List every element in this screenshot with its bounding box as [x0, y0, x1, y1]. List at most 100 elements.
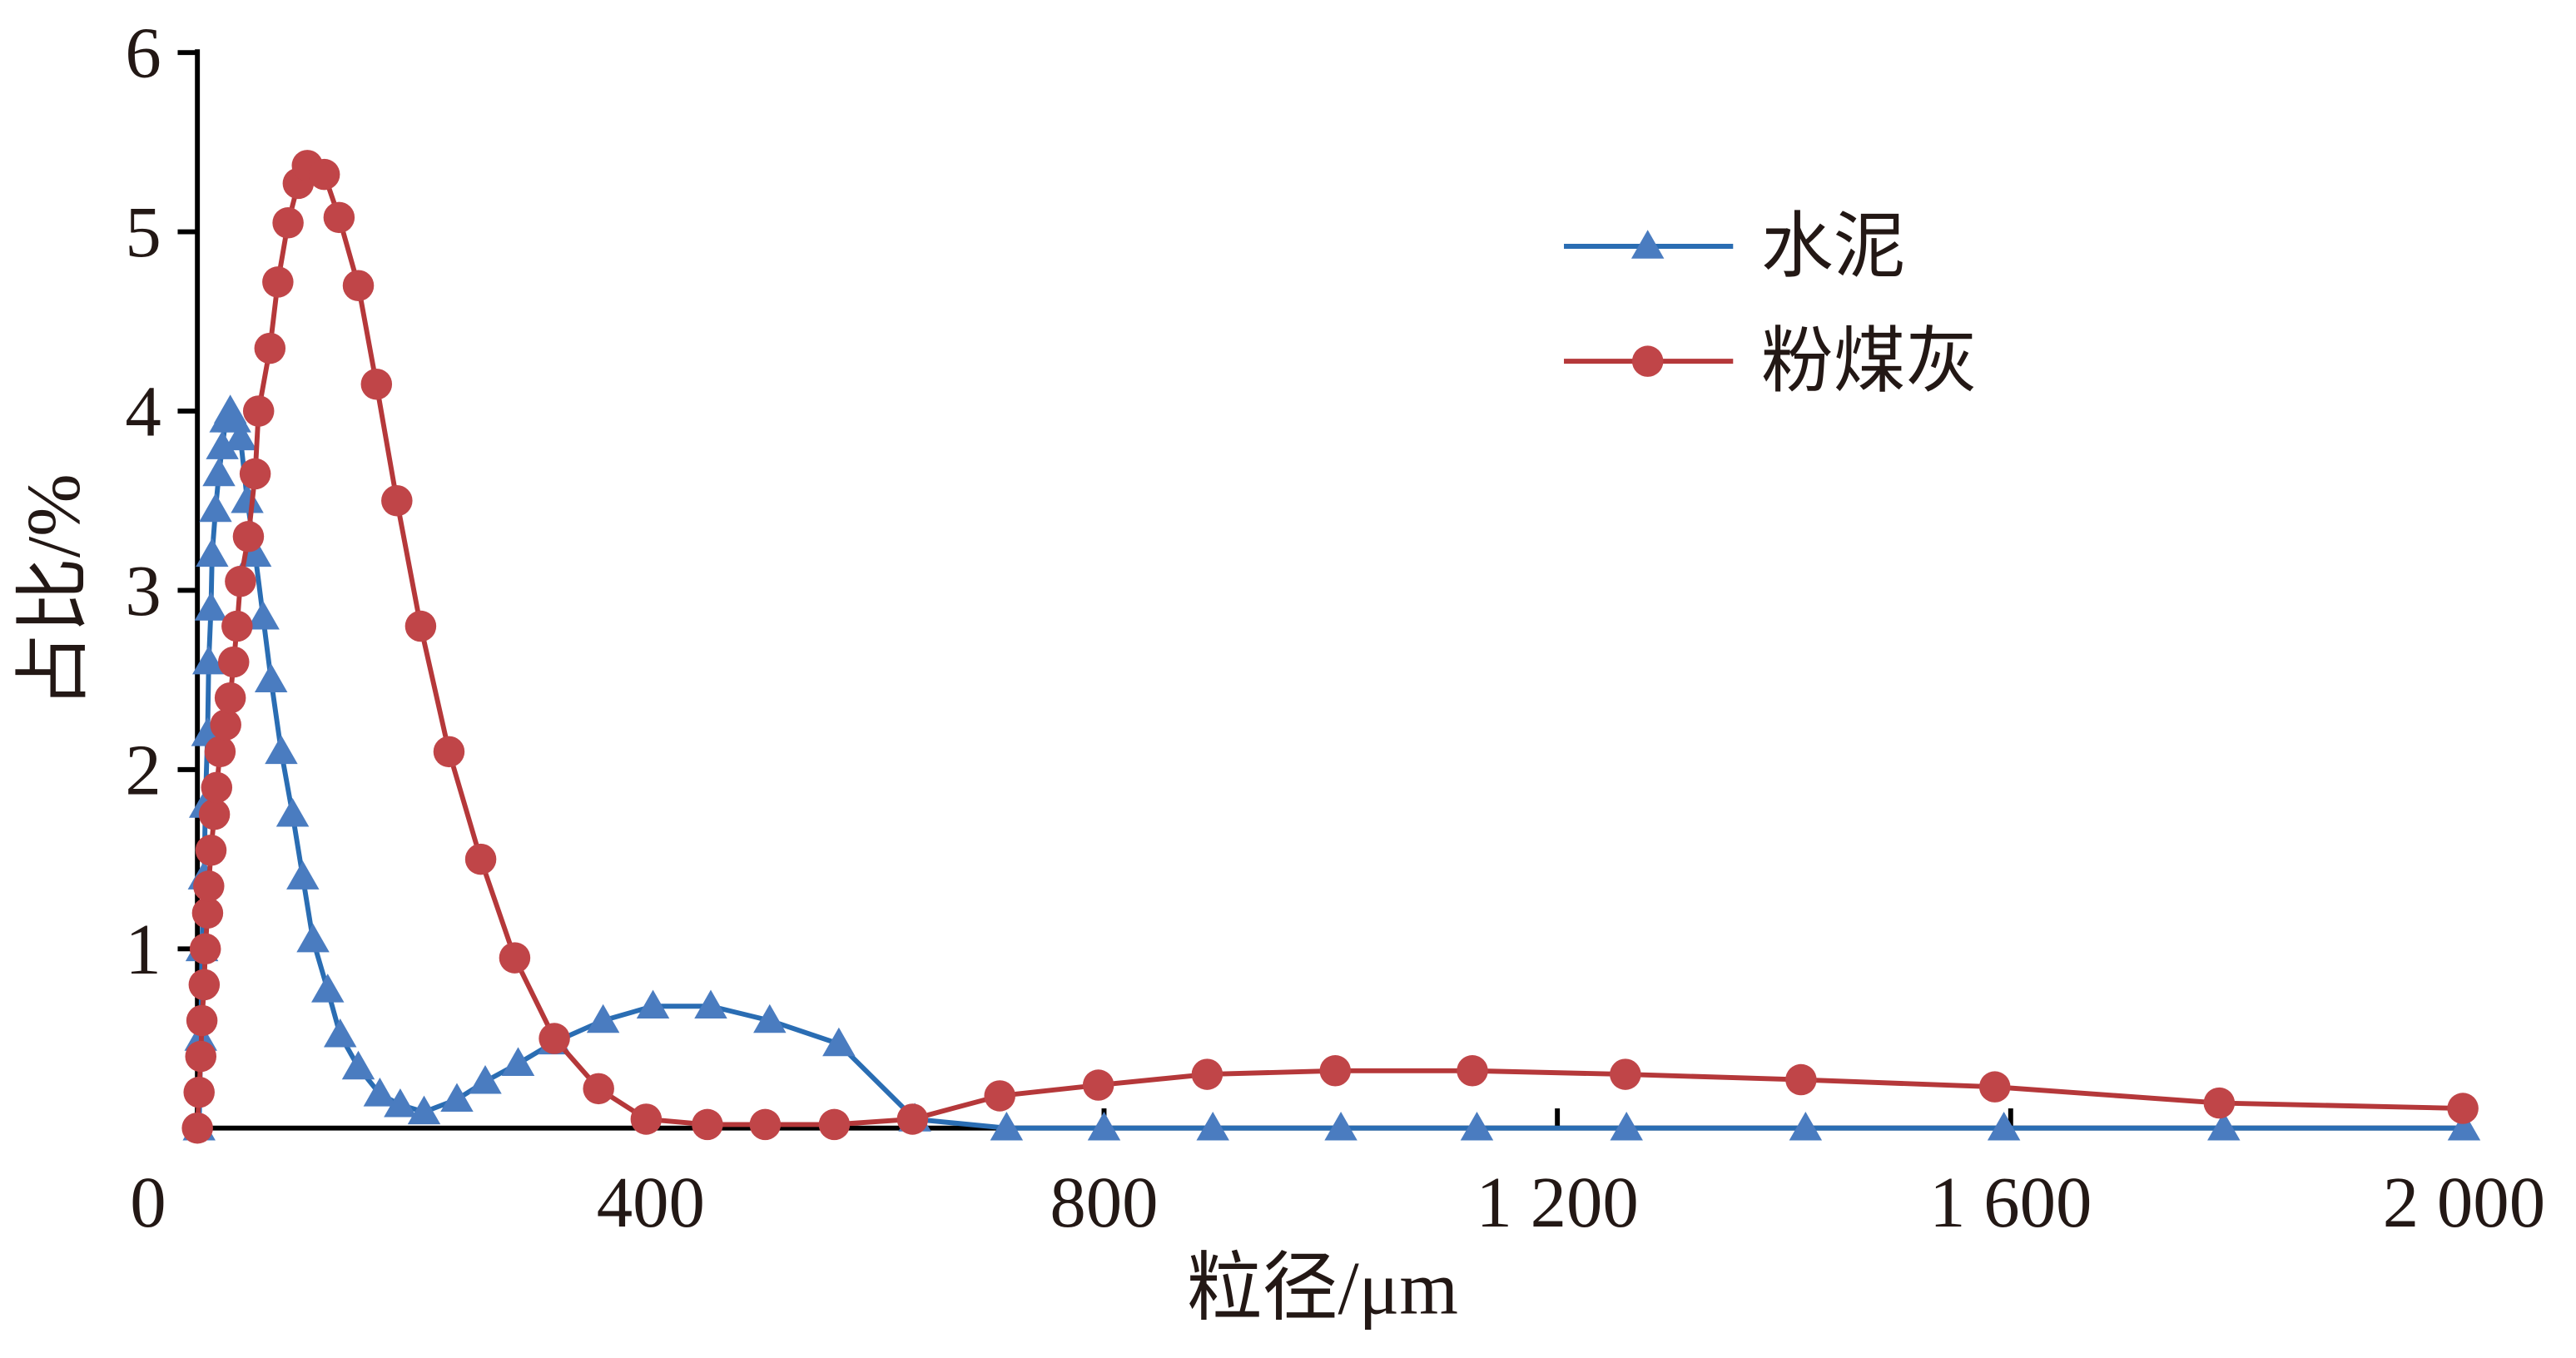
data-point: [272, 207, 304, 239]
data-point: [323, 1018, 357, 1048]
data-point: [232, 521, 265, 553]
data-point: [469, 1064, 502, 1094]
data-point: [539, 1023, 570, 1054]
data-point: [196, 538, 229, 567]
data-point: [1191, 1058, 1223, 1090]
data-point: [186, 1004, 218, 1037]
data-point: [1610, 1058, 1641, 1090]
x-tick-label: 400: [597, 1162, 705, 1242]
data-point: [1457, 1055, 1488, 1087]
x-tick-label: 1 600: [1929, 1162, 2092, 1242]
data-point: [2207, 1111, 2241, 1141]
data-point: [586, 1004, 620, 1033]
data-point: [440, 1083, 474, 1113]
x-tick-label: 0: [130, 1162, 166, 1242]
data-point: [210, 709, 241, 741]
data-point: [1319, 1055, 1352, 1087]
data-point: [363, 1078, 397, 1107]
data-point: [188, 969, 221, 1001]
data-point: [214, 681, 246, 714]
data-point: [822, 1027, 856, 1057]
data-point: [194, 592, 228, 621]
data-point: [1196, 1111, 1229, 1141]
data-point: [1082, 1069, 1114, 1101]
data-point: [749, 1108, 782, 1141]
data-point: [308, 158, 340, 191]
data-point: [407, 1095, 441, 1125]
data-point: [2447, 1093, 2479, 1124]
data-point: [1460, 1111, 1494, 1141]
data-point: [583, 1073, 614, 1105]
data-point: [195, 835, 227, 866]
data-point: [254, 663, 288, 692]
data-point: [464, 843, 497, 875]
data-point: [262, 266, 294, 298]
data-point: [818, 1108, 851, 1141]
data-point: [692, 1108, 723, 1141]
data-point: [238, 538, 272, 567]
data-point: [630, 1103, 663, 1135]
data-point: [342, 270, 375, 301]
y-axis-title: 占比/%: [12, 473, 96, 708]
y-tick-label: 2: [125, 730, 161, 810]
data-point: [239, 458, 271, 490]
legend-label: 水泥: [1761, 207, 1906, 287]
data-point: [311, 974, 345, 1003]
legend-marker: [1631, 345, 1664, 377]
data-point: [896, 1103, 929, 1135]
data-point: [360, 368, 393, 400]
data-point: [183, 1076, 215, 1108]
data-point: [1324, 1111, 1357, 1141]
data-point: [1789, 1111, 1823, 1141]
data-point: [2203, 1087, 2236, 1119]
data-point: [433, 736, 465, 768]
data-point: [202, 457, 236, 487]
data-point: [185, 1040, 216, 1073]
data-point: [984, 1080, 1015, 1112]
legend-label: 粉煤灰: [1761, 322, 1978, 402]
data-point: [499, 942, 531, 974]
data-point: [1978, 1071, 2011, 1103]
y-tick-label: 3: [125, 551, 161, 631]
data-point: [193, 870, 225, 902]
data-point: [206, 430, 239, 459]
data-point: [296, 923, 330, 953]
x-tick-label: 800: [1050, 1162, 1158, 1242]
data-point: [242, 395, 275, 427]
x-axis-title: 粒径/μm: [1187, 1246, 1458, 1331]
data-point: [1610, 1111, 1643, 1141]
y-tick-label: 5: [125, 192, 161, 272]
data-point: [224, 421, 257, 451]
data-point: [384, 1088, 417, 1118]
data-point: [501, 1047, 535, 1076]
data-point: [990, 1111, 1024, 1141]
data-point: [192, 645, 226, 675]
data-point: [225, 565, 256, 597]
data-point: [265, 735, 298, 765]
data-point: [204, 736, 236, 768]
data-point: [381, 484, 413, 517]
data-point: [753, 1004, 787, 1033]
data-point: [201, 771, 233, 804]
x-tick-label: 1 200: [1476, 1162, 1638, 1242]
data-point: [231, 483, 264, 513]
data-point: [341, 1050, 375, 1080]
data-point: [218, 404, 251, 433]
data-point: [181, 1112, 213, 1144]
data-point: [221, 610, 253, 642]
data-point: [636, 989, 670, 1019]
data-point: [2447, 1111, 2481, 1141]
series-line: [196, 409, 2464, 1131]
data-point: [323, 201, 355, 234]
data-point: [246, 601, 280, 630]
data-point: [217, 646, 250, 678]
data-point: [1987, 1111, 2021, 1141]
data-point: [405, 610, 437, 642]
x-tick-label: 2 000: [2383, 1162, 2545, 1242]
y-tick-label: 6: [125, 13, 161, 93]
data-point: [1785, 1063, 1817, 1096]
data-point: [694, 989, 727, 1019]
data-point: [275, 797, 310, 827]
